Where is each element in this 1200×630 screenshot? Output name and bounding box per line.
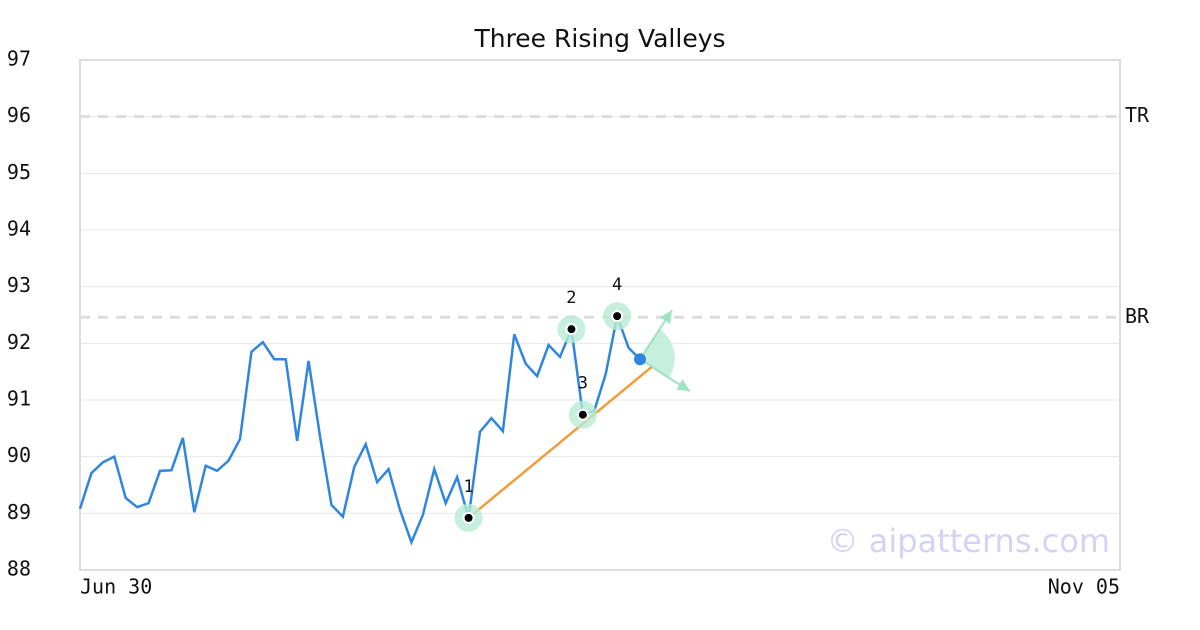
y-tick-label: 96 [7, 103, 31, 127]
pattern-point [611, 310, 624, 323]
pattern-label: 1 [463, 477, 473, 497]
last-point [634, 353, 646, 366]
pattern-label: 2 [566, 288, 576, 308]
x-tick-label: Jun 30 [80, 575, 152, 599]
y-tick-label: 91 [7, 387, 31, 411]
reference-label: BR [1125, 304, 1150, 328]
y-tick-label: 92 [7, 330, 31, 354]
y-tick-label: 94 [7, 217, 31, 241]
pattern-point [576, 408, 589, 421]
trend-line [467, 366, 653, 519]
y-tick-label: 88 [7, 557, 31, 581]
pattern-point [565, 323, 578, 336]
y-tick-label: 89 [7, 500, 31, 524]
pattern-point [462, 511, 475, 524]
y-tick-label: 93 [7, 273, 31, 297]
x-tick-label: Nov 05 [1048, 575, 1120, 599]
projection-fan [640, 329, 675, 380]
y-tick-label: 90 [7, 443, 31, 467]
projection-arrowhead [676, 379, 690, 392]
watermark: © aipatterns.com [827, 522, 1110, 560]
y-tick-label: 95 [7, 160, 31, 184]
line-series [78, 311, 641, 546]
y-tick-label: 97 [7, 47, 31, 71]
pattern-label: 3 [578, 374, 588, 394]
plot-frame [79, 59, 1121, 571]
pattern-label: 4 [612, 275, 622, 295]
projection-arrowhead [660, 310, 672, 325]
chart-title: Three Rising Valleys [473, 24, 725, 53]
reference-label: TR [1125, 103, 1150, 127]
